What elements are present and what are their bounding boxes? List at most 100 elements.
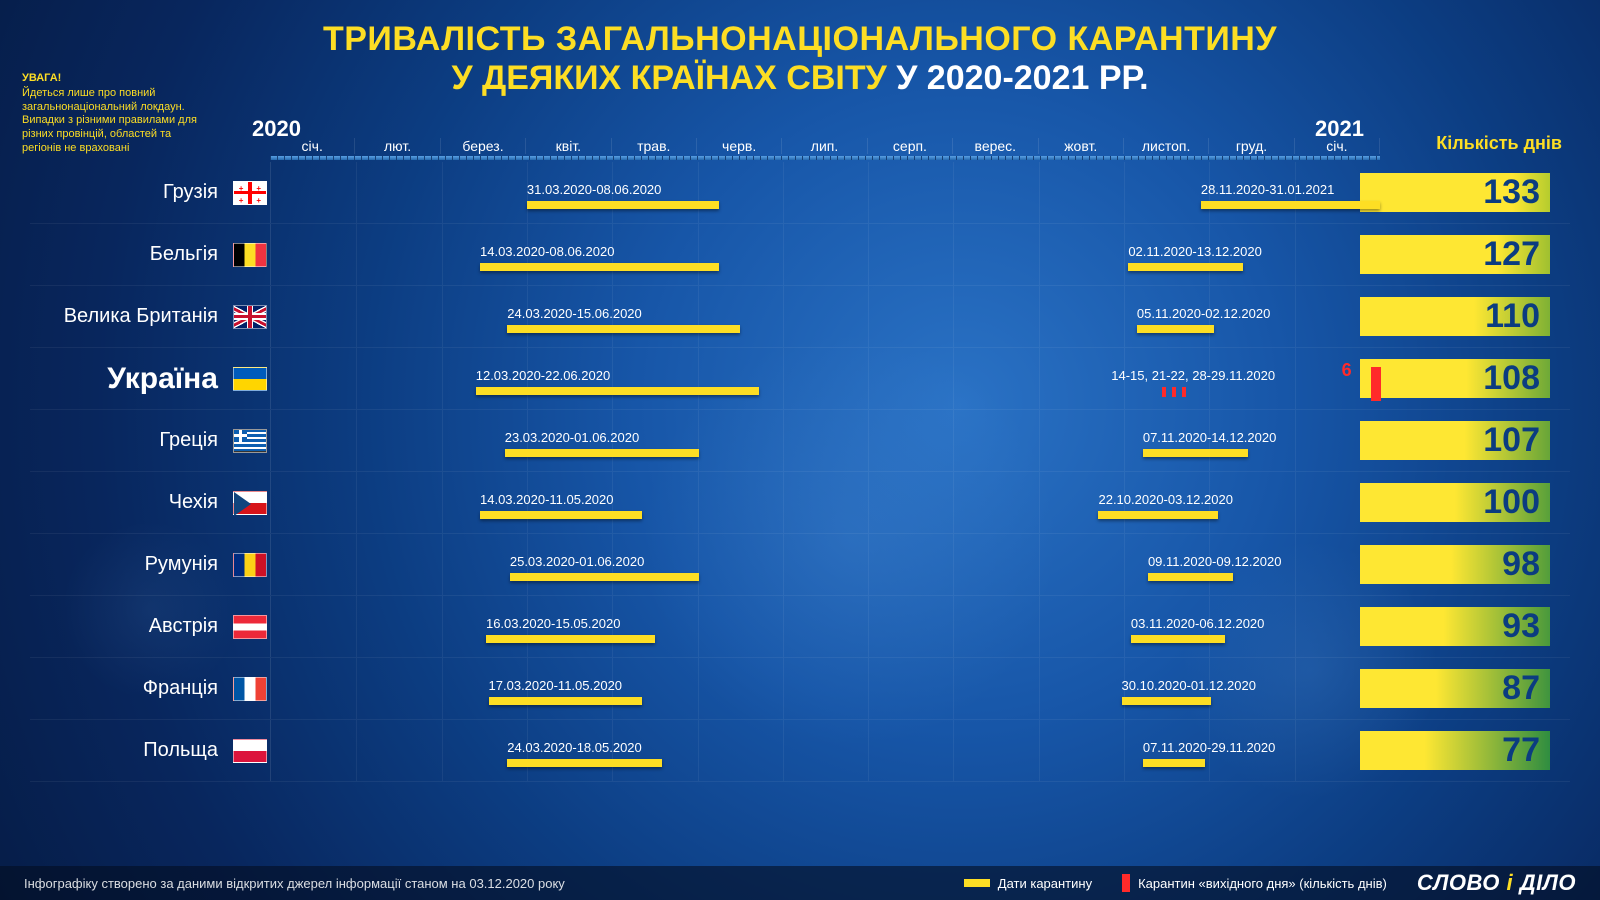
- days-badge: 127: [1360, 235, 1550, 274]
- quarantine-bar: [1137, 325, 1214, 333]
- bar-label: 05.11.2020-02.12.2020: [1137, 306, 1271, 321]
- quarantine-bar: [505, 449, 700, 457]
- title: ТРИВАЛІСТЬ ЗАГАЛЬНОНАЦІОНАЛЬНОГО КАРАНТИ…: [0, 0, 1600, 104]
- country-row: Греція 23.03.2020-01.06.2020 07.11.2020-14…: [30, 410, 1570, 472]
- country-label: Україна: [30, 348, 230, 409]
- bar-label: 22.10.2020-03.12.2020: [1098, 492, 1232, 507]
- quarantine-bar: [507, 325, 740, 333]
- rows: Грузія++++31.03.2020-08.06.202028.11.202…: [30, 162, 1570, 782]
- flag-icon: [233, 429, 267, 453]
- timeline-cell: 16.03.2020-15.05.2020 03.11.2020-06.12.20…: [270, 596, 1380, 657]
- country-row: Австрія 16.03.2020-15.05.2020 03.11.2020-0…: [30, 596, 1570, 658]
- swatch-red: [1122, 874, 1130, 892]
- bar-label: 23.03.2020-01.06.2020: [505, 430, 639, 445]
- days-badge: 98: [1360, 545, 1550, 584]
- bar-label: 03.11.2020-06.12.2020: [1131, 616, 1265, 631]
- bar-label: 30.10.2020-01.12.2020: [1122, 678, 1256, 693]
- timeline-cell: 14.03.2020-11.05.2020 22.10.2020-03.12.20…: [270, 472, 1380, 533]
- quarantine-bar: [507, 759, 661, 767]
- axis: [270, 156, 1380, 160]
- quarantine-bar: [476, 387, 759, 395]
- flag-icon: ++++: [233, 181, 267, 205]
- days-badge: 100: [1360, 483, 1550, 522]
- timeline-cell: 31.03.2020-08.06.202028.11.2020-31.01.20…: [270, 162, 1380, 223]
- country-label: Чехія: [30, 472, 230, 533]
- timeline-cell: 17.03.2020-11.05.2020 30.10.2020-01.12.20…: [270, 658, 1380, 719]
- brand: СЛОВО і ДІЛО: [1417, 870, 1576, 896]
- timeline-cell: 23.03.2020-01.06.2020 07.11.2020-14.12.20…: [270, 410, 1380, 471]
- timeline-cell: 24.03.2020-15.06.2020 05.11.2020-02.12.20…: [270, 286, 1380, 347]
- red-count: 6: [1342, 360, 1352, 381]
- country-row: Бельгія 14.03.2020-08.06.2020 02.11.2020-1…: [30, 224, 1570, 286]
- swatch-yellow: [964, 879, 990, 887]
- timeline-cell: 12.03.2020-22.06.2020 14-15, 21-22, 28-29…: [270, 348, 1380, 409]
- title-line-1: ТРИВАЛІСТЬ ЗАГАЛЬНОНАЦІОНАЛЬНОГО КАРАНТИ…: [40, 20, 1560, 59]
- country-label: Польща: [30, 720, 230, 781]
- flag-icon: [233, 243, 267, 267]
- quarantine-bar: [1201, 201, 1380, 209]
- bar-label: 16.03.2020-15.05.2020: [486, 616, 620, 631]
- bar-label: 25.03.2020-01.06.2020: [510, 554, 644, 569]
- bar-label: 12.03.2020-22.06.2020: [476, 368, 610, 383]
- country-row: Велика Британія 24.03.2020-15.06.2020 05.1…: [30, 286, 1570, 348]
- flag-icon: [233, 677, 267, 701]
- flag-icon: [233, 739, 267, 763]
- country-row: Польща 24.03.2020-18.05.2020 07.11.2020-29…: [30, 720, 1570, 782]
- timeline-cell: 24.03.2020-18.05.2020 07.11.2020-29.11.20…: [270, 720, 1380, 781]
- country-label: Грузія: [30, 162, 230, 223]
- flag-icon: [233, 553, 267, 577]
- country-label: Велика Британія: [30, 286, 230, 347]
- country-label: Бельгія: [30, 224, 230, 285]
- flag-icon: [233, 491, 267, 515]
- days-badge: 77: [1360, 731, 1550, 770]
- quarantine-bar: [486, 635, 655, 643]
- year-labels: 2020 2021: [270, 116, 1380, 142]
- country-row: Грузія++++31.03.2020-08.06.202028.11.202…: [30, 162, 1570, 224]
- country-label: Греція: [30, 410, 230, 471]
- quarantine-bar: [527, 201, 719, 209]
- title-line-2: У ДЕЯКИХ КРАЇНАХ СВІТУ У 2020-2021 РР.: [40, 59, 1560, 98]
- header-row: 2020 2021 січ.лют.берез.квіт.трав.черв.л…: [30, 104, 1570, 154]
- days-badge: 133: [1360, 173, 1550, 212]
- red-label: 14-15, 21-22, 28-29.11.2020: [1111, 368, 1275, 383]
- timeline-cell: 25.03.2020-01.06.2020 09.11.2020-09.12.20…: [270, 534, 1380, 595]
- quarantine-bar: [1148, 573, 1233, 581]
- bar-label: 24.03.2020-15.06.2020: [507, 306, 641, 321]
- quarantine-bar: [1143, 759, 1205, 767]
- days-badge: 107: [1360, 421, 1550, 460]
- bar-label: 17.03.2020-11.05.2020: [489, 678, 623, 693]
- bar-label: 31.03.2020-08.06.2020: [527, 182, 661, 197]
- bar-label: 07.11.2020-29.11.2020: [1143, 740, 1276, 755]
- quarantine-bar: [480, 511, 642, 519]
- days-header: Кількість днів: [1380, 133, 1570, 154]
- days-badge: 110: [1360, 297, 1550, 336]
- quarantine-bar: [1128, 263, 1243, 271]
- legend-weekend: Карантин «вихідного дня» (кількість днів…: [1122, 874, 1387, 892]
- bar-label: 14.03.2020-11.05.2020: [480, 492, 614, 507]
- timeline-cell: 14.03.2020-08.06.2020 02.11.2020-13.12.20…: [270, 224, 1380, 285]
- country-row: Україна 12.03.2020-22.06.2020 14-15, 21-22…: [30, 348, 1570, 410]
- bar-label: 07.11.2020-14.12.2020: [1143, 430, 1277, 445]
- notice: УВАГА! Йдеться лише про повний загальнон…: [22, 72, 212, 156]
- bar-label: 14.03.2020-08.06.2020: [480, 244, 614, 259]
- country-row: Румунія 25.03.2020-01.06.2020 09.11.2020-0…: [30, 534, 1570, 596]
- chart: 2020 2021 січ.лют.берез.квіт.трав.черв.л…: [0, 104, 1600, 782]
- days-badge: 108: [1360, 359, 1550, 398]
- bar-label: 24.03.2020-18.05.2020: [507, 740, 641, 755]
- country-label: Румунія: [30, 534, 230, 595]
- red-ticks: [1162, 387, 1186, 397]
- quarantine-bar: [1131, 635, 1225, 643]
- quarantine-bar: [510, 573, 699, 581]
- legend-quarantine: Дати карантину: [964, 876, 1092, 891]
- quarantine-bar: [1098, 511, 1217, 519]
- quarantine-bar: [480, 263, 719, 271]
- country-row: Франція17.03.2020-11.05.202030.10.2020-0…: [30, 658, 1570, 720]
- flag-icon: [233, 615, 267, 639]
- bar-label: 09.11.2020-09.12.2020: [1148, 554, 1282, 569]
- legend: Дати карантину Карантин «вихідного дня» …: [964, 874, 1387, 892]
- source-text: Інфографіку створено за даними відкритих…: [24, 876, 964, 891]
- country-row: Чехія 14.03.2020-11.05.2020 22.10.2020-03.…: [30, 472, 1570, 534]
- flag-icon: [233, 305, 267, 329]
- bar-label: 02.11.2020-13.12.2020: [1128, 244, 1262, 259]
- country-label: Австрія: [30, 596, 230, 657]
